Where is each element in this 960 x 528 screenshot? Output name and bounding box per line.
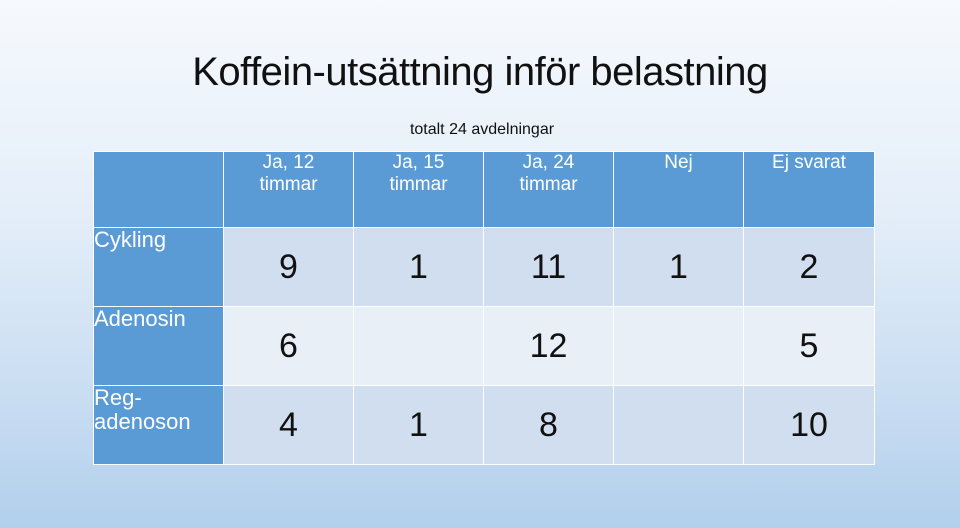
- row-header-regadenoson: Reg- adenoson: [93, 385, 224, 465]
- column-header-ja-15: Ja, 15 timmar: [353, 151, 484, 228]
- table-cell: 4: [223, 385, 354, 465]
- column-header-nej: Nej: [613, 151, 744, 228]
- table-cell: 11: [483, 227, 614, 307]
- row-header-adenosin: Adenosin: [93, 306, 224, 386]
- table-cell: 12: [483, 306, 614, 386]
- table-cell: 5: [743, 306, 875, 386]
- page-title: Koffein-utsättning inför belastning: [192, 50, 768, 94]
- column-header-ja-12: Ja, 12 timmar: [223, 151, 354, 228]
- corner-cell: [93, 151, 224, 228]
- table-cell: 8: [483, 385, 614, 465]
- table-cell: 10: [743, 385, 875, 465]
- data-table: Ja, 12 timmar Ja, 15 timmar Ja, 24 timma…: [93, 151, 875, 465]
- table-caption: totalt 24 avdelningar: [409, 121, 555, 138]
- table-cell: 1: [353, 227, 484, 307]
- table-cell: 6: [223, 306, 354, 386]
- table-cell: 9: [223, 227, 354, 307]
- row-header-cykling: Cykling: [93, 227, 224, 307]
- table-cell: 2: [743, 227, 875, 307]
- table-row: Cykling 9 1 11 1 2: [93, 227, 875, 307]
- table-cell: [613, 306, 744, 386]
- table-cell: 1: [613, 227, 744, 307]
- table-cell: [353, 306, 484, 386]
- table-cell: 1: [353, 385, 484, 465]
- column-header-ja-24: Ja, 24 timmar: [483, 151, 614, 228]
- column-header-ej-svarat: Ej svarat: [743, 151, 875, 228]
- header-row: Ja, 12 timmar Ja, 15 timmar Ja, 24 timma…: [93, 151, 875, 228]
- table-row: Reg- adenoson 4 1 8 10: [93, 385, 875, 465]
- table-row: Adenosin 6 12 5: [93, 306, 875, 386]
- table-cell: [613, 385, 744, 465]
